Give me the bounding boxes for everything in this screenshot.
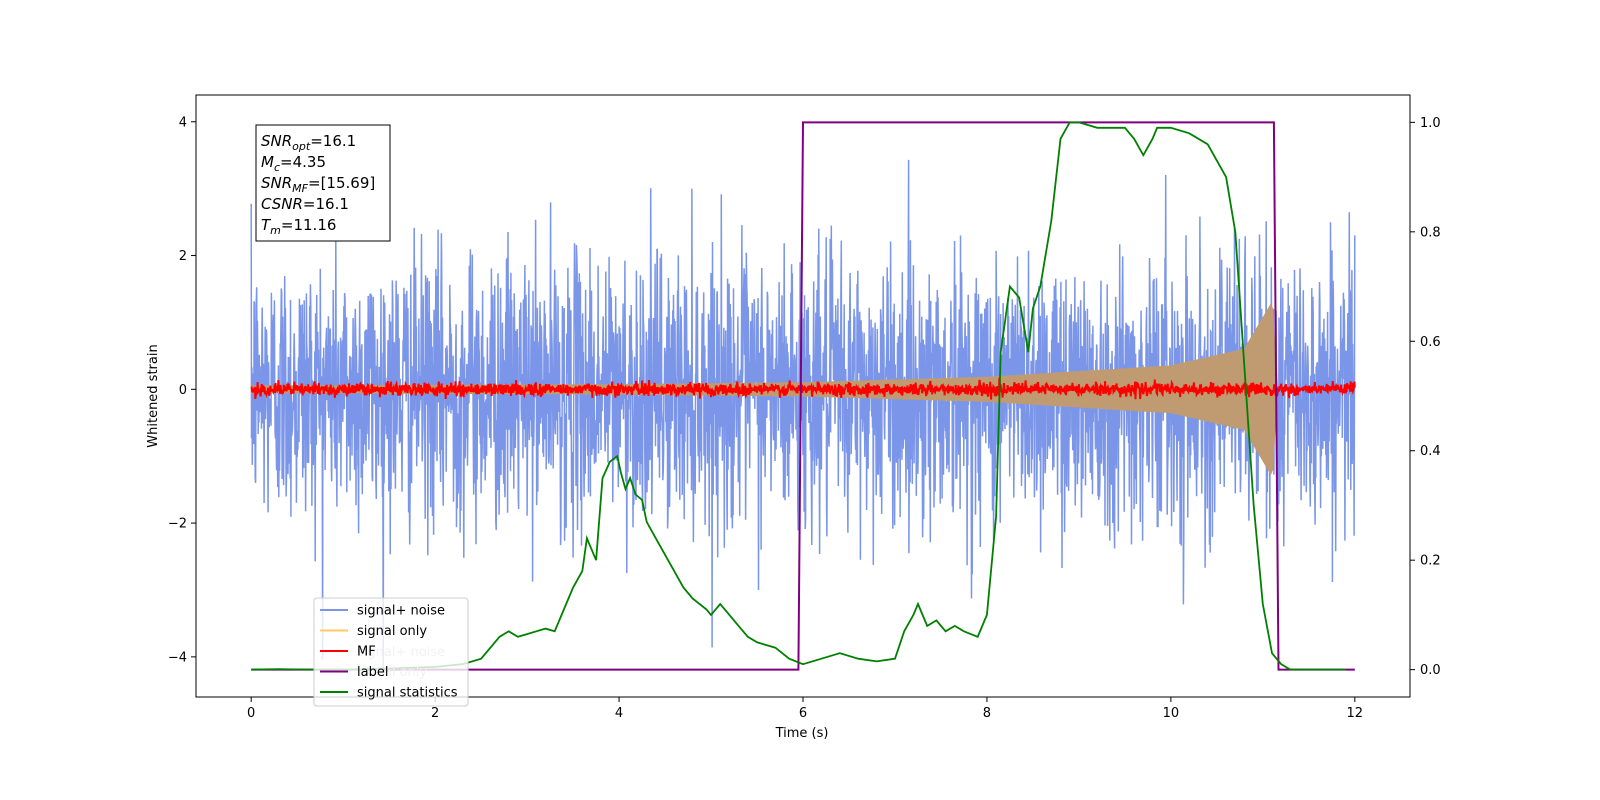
y2-tick-label: 0.4 — [1420, 444, 1441, 459]
series-mf — [250, 377, 1356, 400]
y2-tick-label: 0.8 — [1420, 225, 1441, 240]
annotation-box — [255, 124, 391, 242]
annotation-line: CSNR=16.1 — [261, 195, 349, 213]
y-tick-label: −4 — [168, 650, 187, 665]
x-tick-label: 4 — [615, 706, 623, 721]
y2-tick-label: 0.0 — [1420, 663, 1441, 678]
x-tick-label: 0 — [247, 706, 255, 721]
x-tick-label: 10 — [1163, 706, 1180, 721]
annotation-line: SNRMF=[15.69] — [261, 174, 375, 195]
legend-entry: signal+ noise — [357, 604, 445, 619]
y2-tick-label: 0.2 — [1420, 554, 1441, 569]
y-tick-label: −2 — [168, 517, 187, 532]
x-tick-label: 12 — [1347, 706, 1364, 721]
y-axis-label: Whitened strain — [146, 344, 161, 447]
y-tick-label: 4 — [179, 115, 187, 130]
y2-tick-label: 1.0 — [1420, 116, 1441, 131]
annotation-line: Tm=11.16 — [261, 216, 336, 237]
x-tick-label: 2 — [431, 706, 439, 721]
y2-tick-label: 0.6 — [1420, 335, 1441, 350]
legend-box — [313, 597, 469, 707]
annotation-line: SNRopt=16.1 — [261, 132, 356, 153]
legend-entry: signal statistics — [357, 686, 458, 701]
x-tick-label: 6 — [799, 706, 807, 721]
series-signal-statistics — [251, 121, 1346, 671]
x-tick-label: 8 — [983, 706, 991, 721]
legend-entry: label — [357, 665, 388, 680]
annotation-line: Mc=4.35 — [261, 153, 326, 174]
y-tick-label: 2 — [179, 249, 187, 264]
x-axis-label: Time (s) — [775, 726, 829, 741]
legend-entry: signal only — [357, 624, 427, 639]
y-tick-label: 0 — [179, 383, 187, 398]
legend-entry: MF — [357, 645, 376, 660]
